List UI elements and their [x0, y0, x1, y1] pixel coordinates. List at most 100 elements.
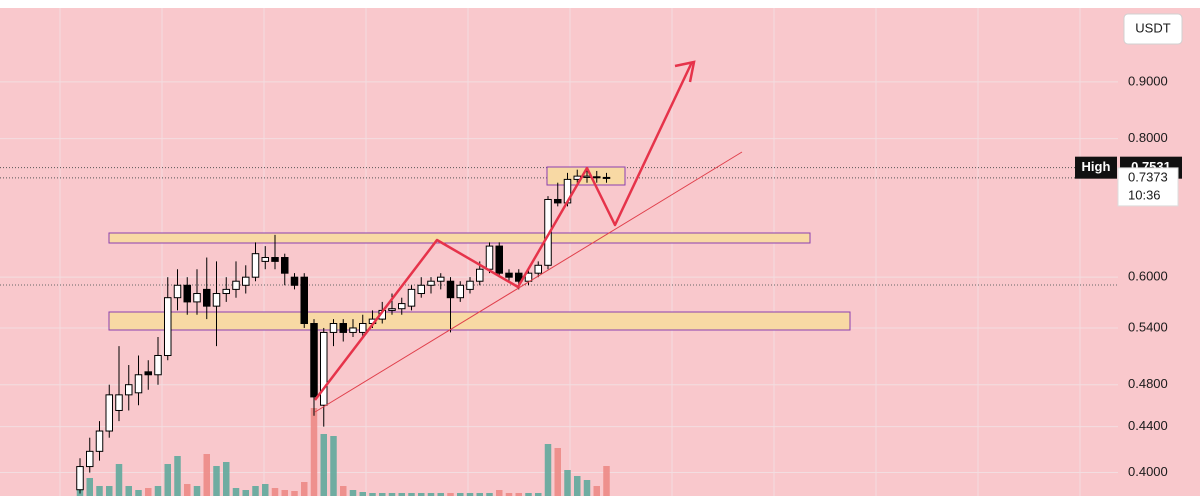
plot-background — [0, 8, 1200, 496]
candle-body — [86, 450, 94, 468]
volume-bar — [593, 486, 600, 496]
volume-bar — [310, 408, 318, 496]
currency-button[interactable] — [1123, 13, 1183, 45]
candle-body — [476, 268, 484, 282]
candle-body — [534, 264, 542, 274]
volume-bar — [320, 434, 327, 496]
vertical-grid — [59, 8, 1081, 496]
candle-body — [339, 323, 347, 333]
candle-body — [144, 371, 152, 376]
volume-bar — [174, 456, 181, 496]
zone-upper — [108, 232, 811, 244]
volume-bar — [349, 490, 357, 496]
volume-bar — [544, 444, 552, 496]
high-label-box — [1075, 156, 1117, 179]
candle-body — [446, 280, 455, 299]
y-tick-label: 0.6000 — [1128, 269, 1168, 284]
candle-body — [544, 198, 552, 266]
candle-body — [466, 280, 474, 290]
candle-body — [95, 430, 104, 452]
volume-bar — [515, 493, 522, 496]
last-price-box — [1117, 167, 1179, 207]
candles — [76, 167, 611, 494]
y-tick-label: 0.8000 — [1128, 130, 1168, 145]
volume-bar — [330, 436, 337, 496]
trend-line — [314, 151, 743, 413]
candle-body — [554, 198, 562, 204]
candle-body — [407, 288, 416, 307]
candle-body — [417, 284, 425, 295]
volume-bar — [437, 493, 444, 496]
volume-bar — [535, 493, 542, 496]
volume-bar — [145, 488, 152, 496]
candle-body — [320, 331, 328, 406]
volume-bar — [603, 466, 610, 496]
volume-bar — [164, 464, 171, 496]
volume-bar — [369, 493, 376, 496]
candle-body — [242, 276, 250, 286]
volume-bar — [340, 486, 347, 496]
candle-body — [134, 374, 143, 394]
volume-bar — [359, 492, 366, 496]
volume-bar — [525, 493, 532, 496]
candle-body — [261, 257, 269, 262]
volume-bar — [115, 464, 123, 496]
candle-body — [183, 284, 191, 303]
candle-body — [125, 384, 133, 396]
candle-body — [232, 280, 240, 290]
candle-body — [388, 308, 396, 311]
y-tick-label: 0.4400 — [1128, 418, 1168, 433]
volume-bar — [583, 480, 591, 496]
candle-body — [290, 276, 299, 286]
candle-body — [105, 394, 113, 432]
candle-body — [310, 323, 318, 398]
volume-bar — [135, 490, 142, 496]
candle-body — [515, 272, 523, 282]
candle-body — [222, 288, 230, 295]
last-price: 0.7373 — [1128, 169, 1168, 184]
candle-body — [281, 257, 289, 274]
candle-body — [271, 257, 279, 262]
candle-body — [437, 276, 445, 282]
y-tick-label: 0.4800 — [1128, 376, 1168, 391]
volume-bar — [301, 482, 308, 496]
candle-body — [329, 323, 338, 333]
candle-body — [398, 303, 406, 310]
volume-bar — [408, 493, 415, 496]
candle-body — [300, 276, 308, 325]
candle-body — [456, 284, 464, 299]
volume-bar — [96, 486, 103, 496]
volume-bar — [232, 488, 240, 496]
candle-body — [505, 272, 513, 278]
candle-body — [349, 327, 357, 333]
volume-bar — [476, 493, 483, 496]
volume-bar — [554, 448, 561, 496]
volume-bar — [379, 493, 386, 496]
volume-bar — [564, 470, 571, 496]
candle-body — [524, 272, 533, 282]
candle-body — [115, 394, 123, 411]
candle-body — [427, 280, 435, 286]
y-tick-label: 0.9000 — [1128, 73, 1168, 88]
candle-body — [485, 245, 494, 270]
volume-bar — [184, 484, 191, 496]
arrow-head — [674, 60, 696, 83]
volume-bar — [466, 493, 474, 496]
volume-bar — [242, 490, 249, 496]
candle-body — [203, 288, 211, 307]
volume-bar — [505, 493, 513, 496]
zone-lower — [108, 311, 851, 331]
y-tick-label: 0.5400 — [1128, 319, 1168, 334]
candle-body — [495, 245, 503, 274]
candle-body — [173, 284, 182, 299]
volume-bar — [291, 491, 298, 496]
high-label: High — [1082, 159, 1111, 174]
volume-bar — [154, 486, 162, 496]
volume-bar — [125, 486, 132, 496]
candle-body — [212, 293, 221, 307]
volume-bar — [223, 462, 230, 496]
candle-body — [251, 253, 260, 278]
volume-bar — [496, 490, 503, 496]
